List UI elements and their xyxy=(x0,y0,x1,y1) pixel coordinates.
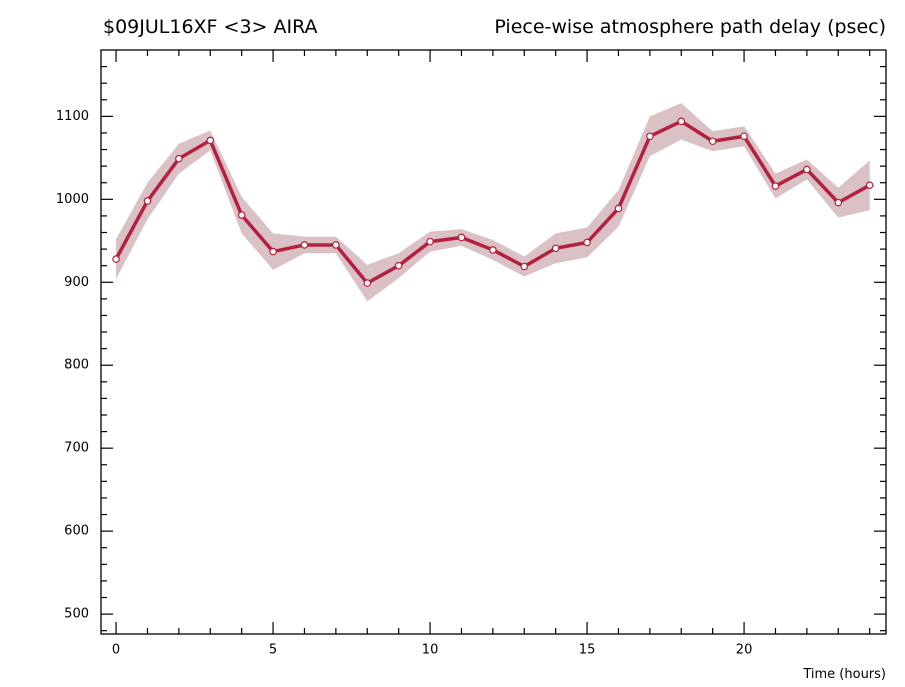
data-point xyxy=(803,165,811,174)
x-tick-label: 20 xyxy=(736,643,753,658)
y-tick-label: 900 xyxy=(64,275,89,290)
data-point xyxy=(551,244,560,253)
y-tick-label: 1100 xyxy=(56,109,89,124)
data-point xyxy=(175,154,183,163)
data-point xyxy=(143,197,152,205)
data-point xyxy=(332,241,340,249)
data-point xyxy=(394,261,403,270)
data-point xyxy=(426,237,434,246)
data-point xyxy=(489,246,497,254)
x-tick-label: 0 xyxy=(112,643,120,658)
data-point xyxy=(771,182,780,190)
data-point xyxy=(834,198,843,207)
data-point xyxy=(520,262,529,271)
data-point xyxy=(363,279,372,287)
data-point xyxy=(269,247,277,256)
data-point xyxy=(708,137,717,146)
plot-frame xyxy=(100,49,887,635)
y-tick-label: 1000 xyxy=(56,192,89,207)
x-tick-label: 5 xyxy=(269,643,277,658)
y-tick-label: 700 xyxy=(64,441,89,456)
y-tick-label: 500 xyxy=(64,607,89,622)
data-point xyxy=(206,136,215,145)
data-point xyxy=(677,117,686,126)
data-point xyxy=(583,238,591,247)
data-point xyxy=(237,211,246,219)
x-tick-label: 15 xyxy=(579,643,596,658)
chart-title-left: $09JUL16XF <3> AIRA xyxy=(103,16,318,38)
data-point xyxy=(740,132,748,141)
data-point xyxy=(112,255,120,263)
x-tick-label: 10 xyxy=(422,643,439,658)
y-tick-label: 600 xyxy=(64,524,89,539)
data-point xyxy=(457,233,466,242)
data-point xyxy=(300,241,309,249)
error-band xyxy=(116,103,870,302)
x-axis-label: Time (hours) xyxy=(802,667,886,682)
chart-title: Piece-wise atmosphere path delay (psec) xyxy=(494,16,886,38)
data-point xyxy=(865,181,874,190)
data-point xyxy=(614,204,623,213)
y-tick-label: 800 xyxy=(64,358,89,373)
data-point xyxy=(646,132,654,141)
